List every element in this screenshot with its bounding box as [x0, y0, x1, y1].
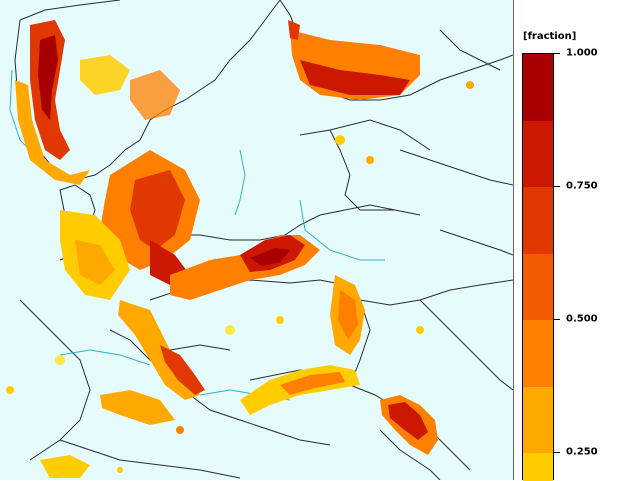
legend-color-segment — [523, 253, 553, 320]
legend-color-segment — [523, 386, 553, 453]
legend-color-segment — [523, 187, 553, 254]
legend-tick — [554, 452, 560, 453]
legend-tick-label: 0.500 — [566, 313, 598, 325]
legend-color-segment — [523, 54, 553, 121]
legend-color-segment — [523, 120, 553, 187]
map-panel[interactable] — [0, 0, 514, 480]
color-legend: [fraction] 1.000 0.750 0.500 0.250 — [514, 0, 640, 481]
legend-unit-label: [fraction] — [523, 31, 577, 42]
legend-color-bar — [522, 53, 554, 481]
legend-tick — [554, 319, 560, 320]
legend-tick-label: 1.000 — [566, 47, 598, 59]
legend-tick-label: 0.250 — [566, 446, 598, 458]
legend-color-segment — [523, 320, 553, 387]
legend-tick — [554, 186, 560, 187]
legend-tick-label: 0.750 — [566, 180, 598, 192]
fraction-field — [6, 20, 474, 478]
legend-tick-top — [554, 53, 560, 54]
map-canvas — [6, 0, 513, 480]
legend-color-segment — [523, 453, 553, 481]
